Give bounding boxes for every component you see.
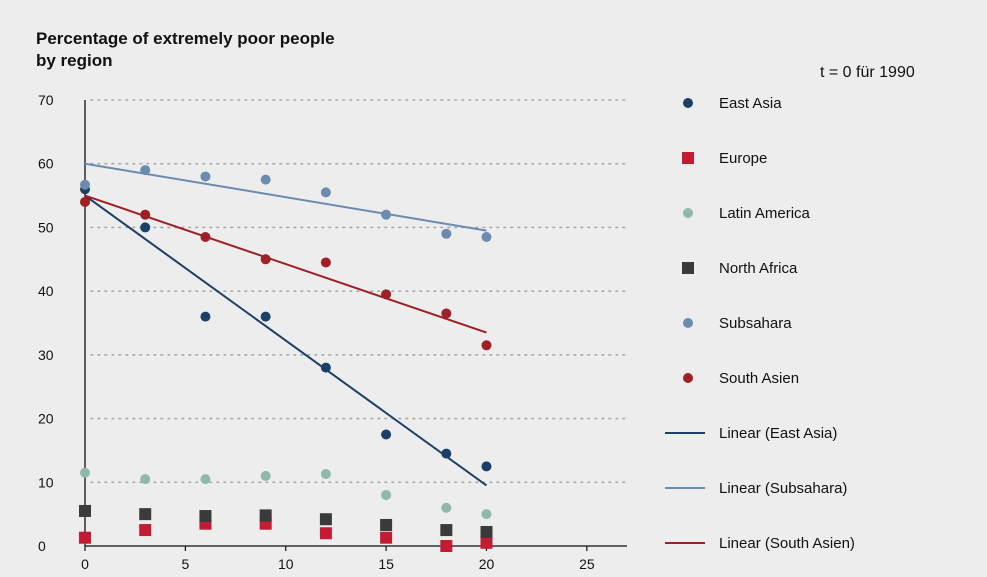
point-south-asien [441,308,452,319]
point-subsahara [260,174,271,185]
x-tick-label: 0 [81,556,89,572]
point-europe [139,524,152,537]
data-points [79,165,493,552]
x-tick-label: 10 [278,556,294,572]
point-subsahara [200,171,211,182]
y-tick-label: 70 [38,92,54,108]
point-east-asia [140,222,151,233]
point-subsahara [381,209,392,220]
chart-title-line-1: Percentage of extremely poor people [36,29,335,48]
point-latin-america [140,474,151,485]
point-east-asia [320,362,331,373]
point-north-africa [79,504,91,517]
point-latin-america [381,490,392,501]
point-europe [480,536,493,549]
legend-label-east-asia: East Asia [719,95,782,112]
legend-swatch-east-asia [683,98,693,108]
point-east-asia [381,429,392,440]
legend-label-linear-subsahara: Linear (Subsahara) [719,480,847,497]
legend-swatch-subsahara [683,318,693,328]
point-subsahara [320,187,331,198]
legend-swatch-north-africa [682,262,694,274]
y-tick-label: 60 [38,156,54,172]
point-europe [440,540,453,552]
point-north-africa [480,525,493,538]
point-south-asien [320,257,331,268]
trend-lines [84,162,488,487]
x-tick-label: 20 [479,556,495,572]
trend-line-linear-south-asien [84,194,487,334]
legend-swatch-south-asien [683,373,693,383]
point-east-asia [200,311,211,322]
x-tick-label: 5 [181,556,189,572]
point-latin-america [200,474,211,485]
point-north-africa [440,524,453,537]
point-latin-america [80,467,90,478]
point-north-africa [199,510,212,523]
point-north-africa [319,513,332,526]
point-subsahara [481,231,492,242]
chart-title: Percentage of extremely poor people by r… [36,28,456,72]
point-north-africa [380,518,393,531]
x-tick-label: 25 [579,556,595,572]
x-tick-label: 15 [378,556,394,572]
point-south-asien [200,231,211,242]
trend-line-linear-subsahara [84,162,487,232]
legend-label-europe: Europe [719,150,767,167]
y-tick-label: 40 [38,283,54,299]
point-east-asia [441,448,452,459]
y-tick-label: 0 [38,538,46,554]
legend: East Asia Europe Latin America North Africa… [665,95,855,552]
y-tick-label: 50 [38,219,54,235]
grid-lines [90,99,628,484]
trend-line-linear-east-asia [84,194,488,487]
point-latin-america [260,470,271,481]
point-subsahara [80,179,90,190]
point-subsahara [140,165,151,176]
chart-title-line-2: by region [36,51,113,70]
point-europe [380,531,393,544]
point-latin-america [481,509,492,520]
point-east-asia [481,461,492,472]
y-tick-label: 20 [38,411,54,427]
point-south-asien [140,209,151,220]
point-south-asien [381,289,392,300]
point-latin-america [320,469,331,480]
legend-label-south-asien: South Asien [719,370,799,387]
legend-label-linear-east-asia: Linear (East Asia) [719,425,837,442]
point-south-asien [80,196,90,207]
point-europe [79,531,91,544]
point-latin-america [441,502,452,513]
point-europe [319,527,332,540]
point-east-asia [260,311,271,322]
legend-swatch-latin-america [683,208,693,218]
point-south-asien [481,340,492,351]
point-north-africa [139,508,152,521]
y-tick-label: 10 [38,474,54,490]
legend-label-north-africa: North Africa [719,260,798,277]
point-north-africa [259,509,272,522]
point-subsahara [441,228,452,239]
legend-swatch-europe [682,152,694,164]
y-tick-label: 30 [38,347,54,363]
time-annotation: t = 0 für 1990 [820,64,915,81]
legend-label-linear-south-asien: Linear (South Asien) [719,535,855,552]
point-south-asien [260,254,271,265]
legend-label-subsahara: Subsahara [719,315,792,332]
legend-label-latin-america: Latin America [719,205,811,222]
